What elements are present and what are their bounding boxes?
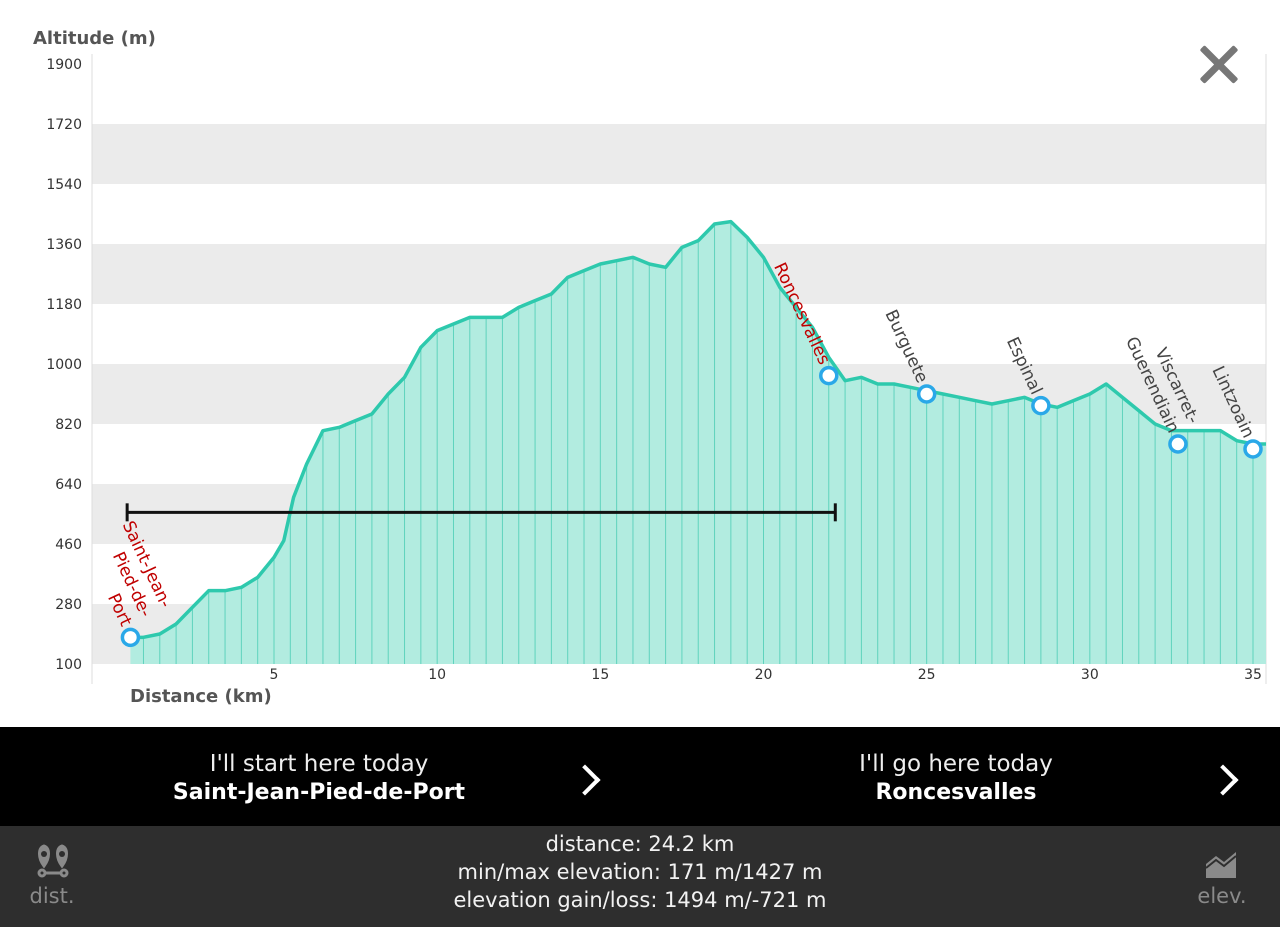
destination-caption: I'll go here today	[859, 751, 1053, 777]
y-axis-title: Altitude (m)	[33, 28, 156, 49]
elevation-line	[130, 219, 1266, 640]
waypoint-marker	[1031, 395, 1051, 416]
y-tick-label: 1720	[46, 117, 82, 133]
x-tick-label: 5	[270, 667, 279, 683]
y-tick-label: 1900	[46, 57, 82, 73]
day-selection-bar: I'll start here today Saint-Jean-Pied-de…	[0, 727, 1280, 826]
waypoint-marker	[916, 384, 937, 404]
x-tick-label: 35	[1244, 667, 1262, 683]
destination-location-button[interactable]: I'll go here today Roncesvalles	[640, 727, 1280, 826]
waypoint-marker	[819, 365, 839, 386]
x-tick-label: 10	[428, 667, 446, 683]
elevation-chart: 1900 1720 1540 1360 1180 1000 820 640 460 280 100 5…	[0, 0, 1280, 727]
y-tick-label: 1540	[46, 177, 82, 193]
y-tick-label: 1000	[46, 357, 82, 373]
y-tick-label: 100	[55, 657, 82, 673]
y-tick-label: 1360	[46, 237, 82, 253]
waypoint-marker	[1243, 439, 1263, 459]
x-tick-label: 15	[591, 667, 609, 683]
elevation-mode-label: elev.	[1197, 884, 1247, 908]
elevation-chart-icon	[1205, 852, 1237, 878]
distance-mode-label: dist.	[29, 884, 75, 908]
stats-bar: dist. distance: 24.2 km min/max elevatio…	[0, 826, 1280, 927]
elevation-profile-svg: 1900 1720 1540 1360 1180 1000 820 640 460 280 100 5…	[46, 54, 1267, 684]
x-axis-title: Distance (km)	[130, 686, 272, 707]
elevation-mode-button[interactable]: elev.	[1172, 826, 1272, 927]
min-max-elevation-stat: min/max elevation: 171 m/1427 m	[457, 860, 823, 884]
waypoints-icon	[37, 844, 69, 878]
distance-mode-button[interactable]: dist.	[2, 826, 102, 927]
y-tick-label: 280	[55, 597, 82, 613]
y-tick-label: 1180	[46, 297, 82, 313]
y-tick-label: 820	[55, 417, 82, 433]
start-name: Saint-Jean-Pied-de-Port	[172, 780, 466, 805]
grid-band	[92, 124, 1266, 184]
elevation-gain-loss-stat: elevation gain/loss: 1494 m/-721 m	[453, 888, 827, 912]
x-tick-label: 20	[755, 667, 773, 683]
close-button[interactable]	[1194, 40, 1244, 90]
start-caption: I'll start here today	[209, 751, 429, 777]
start-location-button[interactable]: I'll start here today Saint-Jean-Pied-de…	[0, 727, 640, 826]
y-tick-label: 460	[55, 537, 82, 553]
x-tick-label: 25	[918, 667, 936, 683]
destination-name: Roncesvalles	[875, 780, 1037, 805]
y-tick-label: 640	[55, 477, 82, 493]
distance-stat: distance: 24.2 km	[545, 832, 735, 856]
waypoint-marker	[120, 627, 141, 648]
waypoint-marker	[1168, 434, 1188, 454]
x-tick-label: 30	[1081, 667, 1099, 683]
